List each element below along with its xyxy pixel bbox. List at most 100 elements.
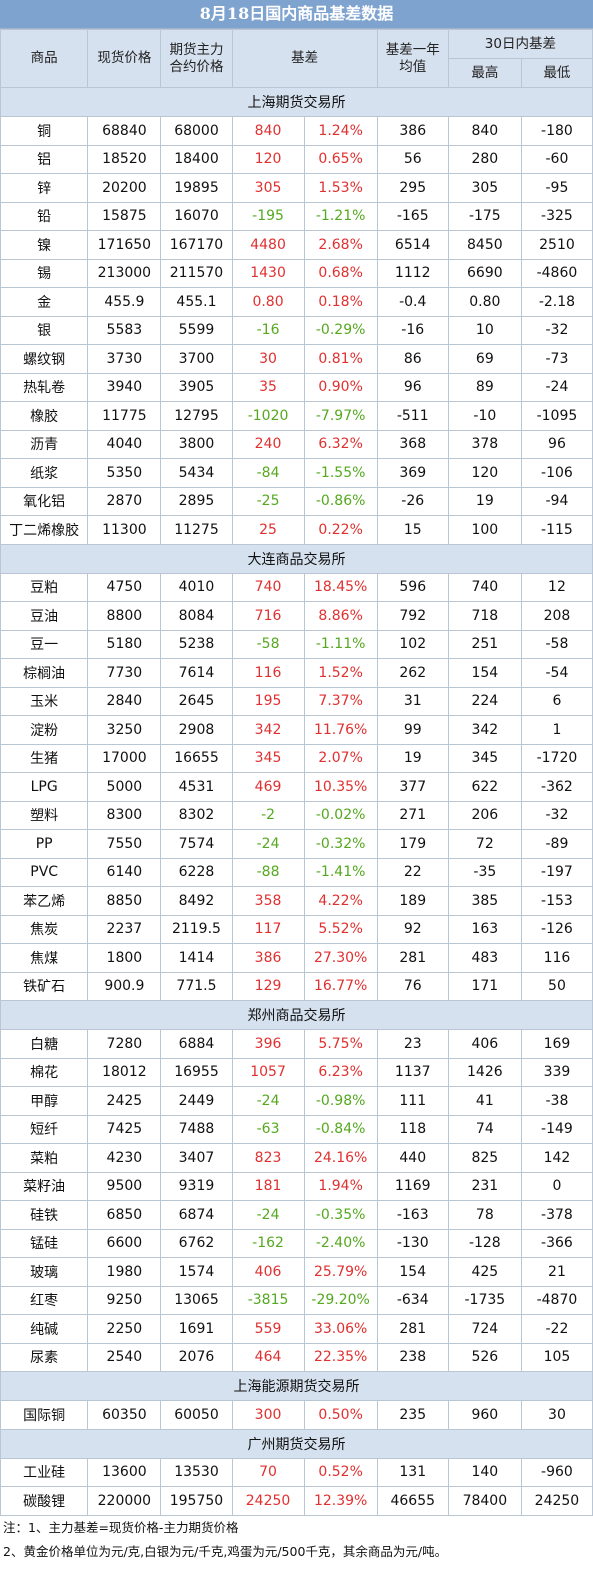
header-high: 最高 — [447, 58, 522, 88]
futures-price-cell: 13530 — [160, 1457, 233, 1487]
low-cell: -378 — [520, 1200, 593, 1230]
low-cell: -95 — [520, 173, 593, 203]
low-cell: 169 — [520, 1029, 593, 1059]
basis-percent-cell: 0.22% — [303, 515, 378, 545]
spot-price-cell: 6140 — [87, 857, 162, 887]
basis-value-cell: -3815 — [231, 1285, 305, 1315]
table-row: 锰硅 6600 6762 -162 -2.40% -130 -128 -366 — [0, 1228, 593, 1258]
low-cell: -4870 — [520, 1285, 593, 1315]
basis-value-cell: -88 — [231, 857, 305, 887]
low-cell: -153 — [520, 886, 593, 916]
table-row: 国际铜 60350 60050 300 0.50% 235 960 30 — [0, 1400, 593, 1430]
high-cell: 718 — [447, 601, 522, 631]
spot-price-cell: 4040 — [87, 429, 162, 459]
commodity-cell: 淀粉 — [0, 715, 89, 745]
basis-value-cell: 120 — [231, 144, 305, 174]
low-cell: 116 — [520, 943, 593, 973]
futures-price-cell: 3700 — [160, 344, 233, 374]
high-cell: 171 — [447, 971, 522, 1001]
basis-avg-cell: 281 — [376, 1314, 449, 1344]
table-row: 碳酸锂 220000 195750 24250 12.39% 46655 78400 2425… — [0, 1486, 593, 1516]
basis-avg-cell: 92 — [376, 914, 449, 944]
spot-price-cell: 1800 — [87, 943, 162, 973]
basis-value-cell: -24 — [231, 829, 305, 859]
low-cell: -32 — [520, 800, 593, 830]
basis-value-cell: -2 — [231, 800, 305, 830]
table-title: 8月18日国内商品基差数据 — [0, 0, 593, 29]
header-futures-price-line2: 合约价格 — [169, 58, 224, 75]
commodity-cell: 焦炭 — [0, 914, 89, 944]
futures-price-cell: 1574 — [160, 1257, 233, 1287]
low-cell: -149 — [520, 1114, 593, 1144]
futures-price-cell: 2449 — [160, 1086, 233, 1116]
high-cell: 100 — [447, 515, 522, 545]
high-cell: 41 — [447, 1086, 522, 1116]
header-basis-avg-line1: 基差一年 — [385, 41, 440, 58]
basis-value-cell: -25 — [231, 486, 305, 516]
basis-percent-cell: 5.52% — [303, 914, 378, 944]
commodity-cell: 铝 — [0, 144, 89, 174]
basis-value-cell: 24250 — [231, 1486, 305, 1516]
basis-percent-cell: 12.39% — [303, 1486, 378, 1516]
high-cell: 163 — [447, 914, 522, 944]
basis-value-cell: 195 — [231, 686, 305, 716]
low-cell: -325 — [520, 201, 593, 231]
spot-price-cell: 8850 — [87, 886, 162, 916]
basis-percent-cell: -7.97% — [303, 401, 378, 431]
low-cell: -362 — [520, 772, 593, 802]
table-row: 氧化铝 2870 2895 -25 -0.86% -26 19 -94 — [0, 486, 593, 516]
notes: 注：1、主力基差=现货价格-主力期货价格 2、黄金价格单位为元/克,白银为元/千… — [0, 1516, 593, 1564]
basis-avg-cell: -130 — [376, 1228, 449, 1258]
basis-percent-cell: 25.79% — [303, 1257, 378, 1287]
commodity-cell: 菜籽油 — [0, 1171, 89, 1201]
high-cell: 526 — [447, 1342, 522, 1372]
basis-value-cell: 4480 — [231, 230, 305, 260]
section-header-row: 上海能源期货交易所 — [0, 1371, 593, 1401]
basis-percent-cell: 6.23% — [303, 1057, 378, 1087]
futures-price-cell: 19895 — [160, 173, 233, 203]
basis-avg-cell: 131 — [376, 1457, 449, 1487]
basis-percent-cell: 0.18% — [303, 287, 378, 317]
commodity-cell: 豆油 — [0, 601, 89, 631]
basis-value-cell: 305 — [231, 173, 305, 203]
futures-price-cell: 771.5 — [160, 971, 233, 1001]
basis-value-cell: 70 — [231, 1457, 305, 1487]
basis-avg-cell: 271 — [376, 800, 449, 830]
basis-avg-cell: 295 — [376, 173, 449, 203]
futures-price-cell: 2076 — [160, 1342, 233, 1372]
high-cell: -175 — [447, 201, 522, 231]
table-row: 丁二烯橡胶 11300 11275 25 0.22% 15 100 -115 — [0, 515, 593, 545]
table-row: 焦煤 1800 1414 386 27.30% 281 483 116 — [0, 943, 593, 973]
spot-price-cell: 5583 — [87, 315, 162, 345]
futures-price-cell: 5238 — [160, 629, 233, 659]
basis-value-cell: 716 — [231, 601, 305, 631]
spot-price-cell: 5180 — [87, 629, 162, 659]
commodity-cell: 橡胶 — [0, 401, 89, 431]
basis-value-cell: 300 — [231, 1400, 305, 1430]
basis-avg-cell: -16 — [376, 315, 449, 345]
spot-price-cell: 7425 — [87, 1114, 162, 1144]
futures-price-cell: 12795 — [160, 401, 233, 431]
basis-value-cell: 840 — [231, 116, 305, 146]
basis-avg-cell: 596 — [376, 572, 449, 602]
table-row: 锌 20200 19895 305 1.53% 295 305 -95 — [0, 173, 593, 203]
high-cell: -10 — [447, 401, 522, 431]
basis-avg-cell: 369 — [376, 458, 449, 488]
basis-percent-cell: -0.02% — [303, 800, 378, 830]
spot-price-cell: 1980 — [87, 1257, 162, 1287]
table-row: 甲醇 2425 2449 -24 -0.98% 111 41 -38 — [0, 1086, 593, 1116]
basis-value-cell: 386 — [231, 943, 305, 973]
futures-price-cell: 9319 — [160, 1171, 233, 1201]
spot-price-cell: 4750 — [87, 572, 162, 602]
section-title: 郑州商品交易所 — [0, 1000, 593, 1030]
futures-price-cell: 8492 — [160, 886, 233, 916]
commodity-cell: 铅 — [0, 201, 89, 231]
spot-price-cell: 8300 — [87, 800, 162, 830]
basis-avg-cell: 792 — [376, 601, 449, 631]
basis-percent-cell: 18.45% — [303, 572, 378, 602]
low-cell: -2.18 — [520, 287, 593, 317]
spot-price-cell: 60350 — [87, 1400, 162, 1430]
commodity-cell: 硅铁 — [0, 1200, 89, 1230]
spot-price-cell: 3730 — [87, 344, 162, 374]
commodity-cell: 焦煤 — [0, 943, 89, 973]
